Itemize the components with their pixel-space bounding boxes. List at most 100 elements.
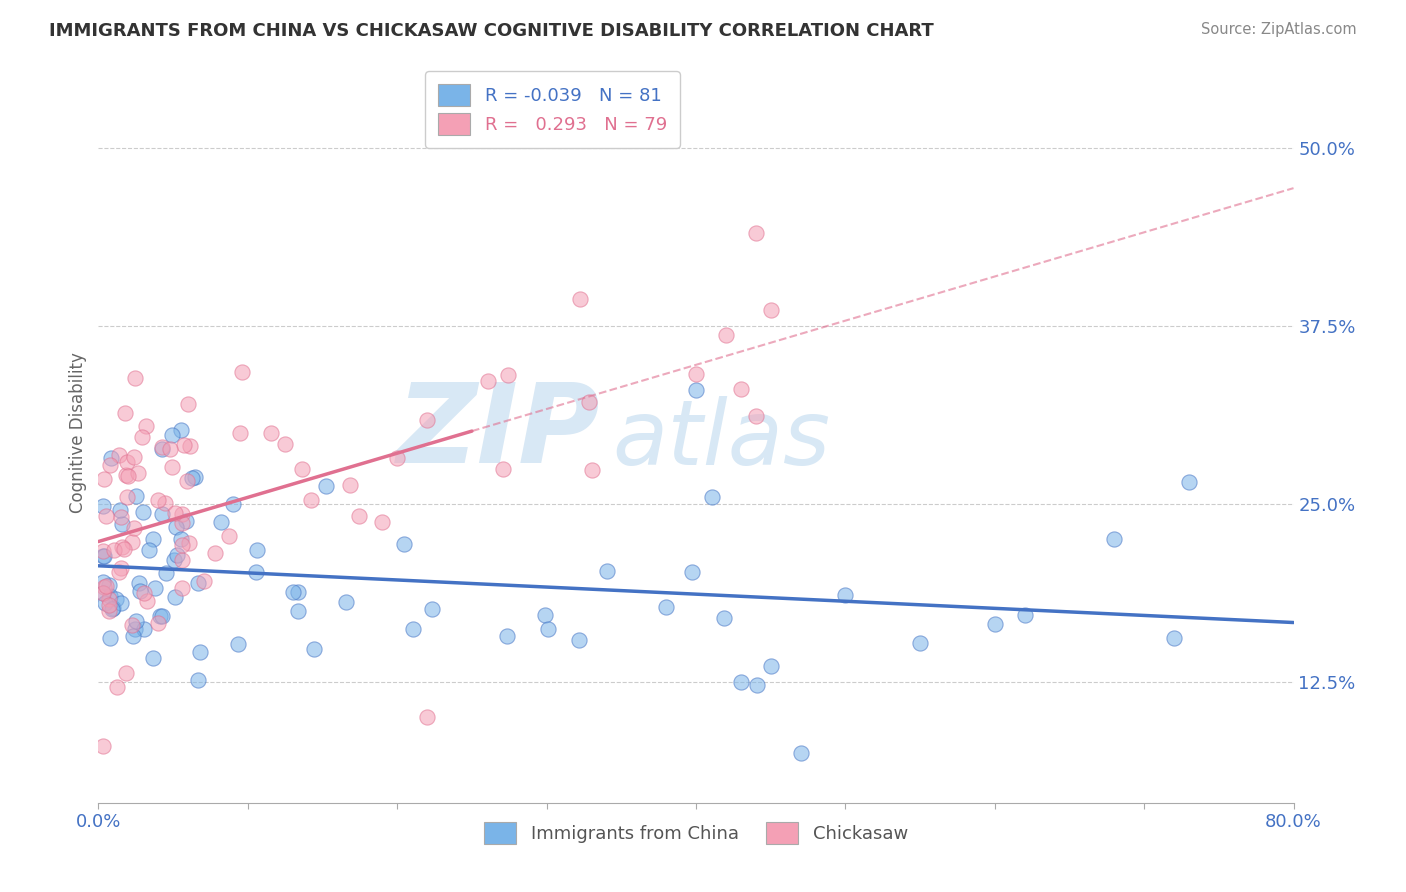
Point [111,516,134,531]
Text: atlas: atlas [613,396,831,484]
Point [98,631,121,645]
Point [143,582,166,596]
Point [229,425,252,440]
Point [172,538,194,552]
Point [131,430,153,444]
Point [685,367,707,381]
Point [335,594,357,608]
Point [117,469,139,483]
Point [148,616,170,631]
Point [94,596,117,610]
Point [132,623,155,637]
Point [160,460,183,475]
Point [112,541,135,556]
Point [98,604,121,618]
Point [98,589,121,603]
Legend: Immigrants from China, Chickasaw: Immigrants from China, Chickasaw [475,813,917,853]
Point [394,537,416,551]
Point [165,519,187,533]
Point [91,575,114,590]
Point [287,585,309,599]
Point [94,578,117,592]
Point [108,565,131,579]
Point [730,674,752,689]
Point [155,566,177,581]
Point [170,507,193,521]
Point [170,516,193,530]
Point [91,544,114,558]
Point [179,439,201,453]
Point [93,581,115,595]
Point [142,651,165,665]
Point [150,608,173,623]
Point [172,553,194,567]
Point [226,637,249,651]
Point [155,496,177,510]
Point [91,499,114,513]
Point [105,680,128,694]
Point [103,601,125,615]
Point [141,533,163,547]
Point [685,383,707,397]
Point [477,375,499,389]
Point [281,585,304,599]
Point [122,521,145,535]
Point [299,493,322,508]
Point [124,622,146,636]
Point [103,543,125,558]
Point [534,608,557,623]
Point [173,438,195,452]
Point [110,596,132,610]
Point [596,565,619,579]
Point [187,673,209,687]
Point [274,436,297,450]
Point [110,561,132,575]
Point [231,365,253,379]
Point [188,645,211,659]
Point [170,533,193,547]
Point [108,503,131,517]
Point [222,497,245,511]
Point [339,478,361,492]
Point [745,227,768,241]
Y-axis label: Cognitive Disability: Cognitive Disability [69,352,87,513]
Point [91,586,114,600]
Point [149,608,172,623]
Point [170,582,193,596]
Point [91,586,114,600]
Point [713,611,735,625]
Point [138,543,160,558]
Point [209,515,232,529]
Point [122,629,145,643]
Point [121,535,143,549]
Point [111,540,134,554]
Point [162,428,184,442]
Text: IMMIGRANTS FROM CHINA VS CHICKASAW COGNITIVE DISABILITY CORRELATION CHART: IMMIGRANTS FROM CHINA VS CHICKASAW COGNI… [49,22,934,40]
Point [655,599,678,614]
Point [174,515,197,529]
Point [714,328,737,343]
Point [569,292,592,306]
Point [315,478,337,492]
Point [385,451,409,466]
Point [91,549,114,563]
Point [789,746,811,760]
Point [135,419,157,434]
Point [177,397,200,411]
Point [702,490,724,504]
Point [108,449,131,463]
Point [94,508,117,523]
Point [291,461,314,475]
Point [117,490,139,504]
Point [681,565,703,579]
Point [125,615,148,629]
Point [93,549,115,563]
Point [204,546,226,560]
Point [98,591,121,606]
Point [416,710,439,724]
Point [132,586,155,600]
Point [984,617,1007,632]
Point [745,678,768,692]
Point [101,602,124,616]
Point [1163,631,1185,645]
